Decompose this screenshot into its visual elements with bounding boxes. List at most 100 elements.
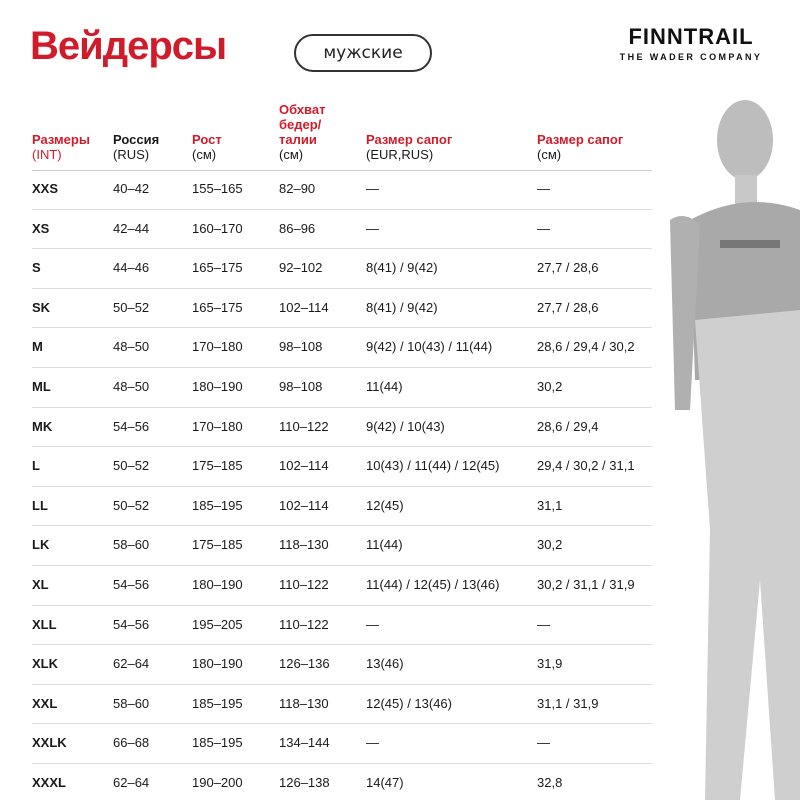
cell-height: 180–190 bbox=[192, 656, 243, 672]
cell-int-size: XS bbox=[32, 220, 50, 236]
cell-hips-waist: 82–90 bbox=[279, 181, 316, 196]
cell-rus-size: 42–44 bbox=[113, 220, 150, 236]
cell-int-size: XLL bbox=[32, 616, 57, 632]
cell-hips-waist: 102–114 bbox=[279, 497, 329, 513]
cell-boot-eur: 8(41) / 9(42) bbox=[366, 260, 438, 276]
cell-rus-size: 54–56 bbox=[113, 576, 150, 592]
cell-boot-eur: 12(45) bbox=[366, 497, 404, 513]
table-row: XXXL 62–64 190–200 126–138 14(47) 32,8 bbox=[32, 764, 652, 803]
cell-rus-size: 44–46 bbox=[113, 260, 150, 276]
table-row: XXLK 66–68 185–195 134–144 — — bbox=[32, 724, 652, 764]
cell-boot-cm: 31,1 / 31,9 bbox=[537, 695, 599, 711]
cell-boot-eur: 14(47) bbox=[366, 774, 404, 790]
cell-hips-waist: 98–108 bbox=[279, 339, 323, 355]
header-rus: Россия (RUS) bbox=[113, 132, 160, 162]
cell-boot-eur: 9(42) / 10(43) / 11(44) bbox=[366, 339, 493, 355]
table-row: XL 54–56 180–190 110–122 11(44) / 12(45) / 1… bbox=[32, 566, 652, 606]
cell-boot-cm: 30,2 / 31,1 / 31,9 bbox=[537, 576, 635, 592]
cell-height: 165–175 bbox=[192, 260, 243, 276]
cell-boot-cm: 31,1 bbox=[537, 497, 563, 513]
cell-height: 190–200 bbox=[192, 774, 243, 790]
cell-rus-size: 62–64 bbox=[113, 656, 150, 672]
cell-int-size: SK bbox=[32, 299, 51, 315]
cell-height: 175–185 bbox=[192, 458, 243, 474]
cell-height: 175–185 bbox=[192, 537, 243, 553]
table-row: M 48–50 170–180 98–108 9(42) / 10(43) / 11(4… bbox=[32, 328, 652, 368]
cell-rus-size: 54–56 bbox=[113, 418, 150, 434]
cell-height: 160–170 bbox=[192, 220, 243, 236]
header-boot-cm: Размер сапог (см) bbox=[537, 132, 624, 162]
cell-boot-eur: — bbox=[366, 220, 379, 236]
logo-brand: FINNTRAIL bbox=[628, 24, 754, 49]
table-row: XLL 54–56 195–205 110–122 — — bbox=[32, 606, 652, 646]
cell-int-size: XXXL bbox=[32, 774, 66, 790]
cell-int-size: M bbox=[32, 339, 43, 355]
cell-boot-cm: 29,4 / 30,2 / 31,1 bbox=[537, 458, 635, 474]
table-row: XXL 58–60 185–195 118–130 12(45) / 13(46) 31,… bbox=[32, 685, 652, 725]
table-row: MK 54–56 170–180 110–122 9(42) / 10(43) 28,6 … bbox=[32, 408, 652, 448]
cell-hips-waist: 92–102 bbox=[279, 260, 323, 276]
cell-boot-eur: 11(44) / 12(45) / 13(46) bbox=[366, 576, 500, 592]
cell-hips-waist: 126–138 bbox=[279, 774, 330, 790]
cell-int-size: MK bbox=[32, 418, 53, 434]
cell-int-size: L bbox=[32, 458, 40, 474]
cell-height: 155–165 bbox=[192, 181, 243, 196]
table-row: LL 50–52 185–195 102–114 12(45) 31,1 bbox=[32, 487, 652, 527]
cell-rus-size: 48–50 bbox=[113, 339, 150, 355]
table-row: XLK 62–64 180–190 126–136 13(46) 31,9 bbox=[32, 645, 652, 685]
cell-boot-cm: 30,2 bbox=[537, 378, 563, 394]
cell-int-size: LL bbox=[32, 497, 48, 513]
cell-rus-size: 50–52 bbox=[113, 497, 150, 513]
cell-height: 165–175 bbox=[192, 299, 243, 315]
cell-boot-cm: 31,9 bbox=[537, 656, 563, 672]
brand-logo: FINNTRAIL THE WADER COMPANY bbox=[608, 24, 774, 62]
logo-tagline: THE WADER COMPANY bbox=[619, 52, 763, 62]
cell-rus-size: 50–52 bbox=[113, 299, 150, 315]
cell-hips-waist: 110–122 bbox=[279, 576, 329, 592]
cell-rus-size: 58–60 bbox=[113, 695, 150, 711]
cell-int-size: XXL bbox=[32, 695, 58, 711]
cell-rus-size: 58–60 bbox=[113, 537, 150, 553]
cell-int-size: XLK bbox=[32, 656, 58, 672]
cell-int-size: ML bbox=[32, 378, 51, 394]
table-row: L 50–52 175–185 102–114 10(43) / 11(44) / 12… bbox=[32, 447, 652, 487]
cell-height: 170–180 bbox=[192, 339, 243, 355]
cell-height: 195–205 bbox=[192, 616, 243, 632]
cell-int-size: S bbox=[32, 260, 41, 276]
cell-hips-waist: 134–144 bbox=[279, 735, 330, 751]
cell-int-size: LK bbox=[32, 537, 50, 553]
cell-boot-eur: — bbox=[366, 735, 379, 751]
cell-hips-waist: 102–114 bbox=[279, 299, 329, 315]
cell-height: 185–195 bbox=[192, 735, 243, 751]
cell-height: 170–180 bbox=[192, 418, 243, 434]
cell-boot-eur: 8(41) / 9(42) bbox=[366, 299, 438, 315]
cell-boot-cm: 27,7 / 28,6 bbox=[537, 260, 599, 276]
cell-boot-cm: 28,6 / 29,4 / 30,2 bbox=[537, 339, 635, 355]
cell-hips-waist: 110–122 bbox=[279, 616, 329, 632]
table-row: SK 50–52 165–175 102–114 8(41) / 9(42) 27,7 /… bbox=[32, 289, 652, 329]
cell-int-size: XXLK bbox=[32, 735, 67, 751]
cell-hips-waist: 126–136 bbox=[279, 656, 330, 672]
cell-boot-cm: 28,6 / 29,4 bbox=[537, 418, 599, 434]
cell-height: 180–190 bbox=[192, 576, 243, 592]
cell-int-size: XXS bbox=[32, 181, 59, 196]
cell-boot-cm: 27,7 / 28,6 bbox=[537, 299, 599, 315]
table-row: S 44–46 165–175 92–102 8(41) / 9(42) 27,7 / 2… bbox=[32, 249, 652, 289]
cell-boot-eur: 9(42) / 10(43) bbox=[366, 418, 445, 434]
cell-rus-size: 54–56 bbox=[113, 616, 150, 632]
cell-boot-eur: 11(44) bbox=[366, 378, 403, 394]
size-table: XXS 40–42 155–165 82–90 — — XS 42–44 160–170 86–9… bbox=[32, 170, 652, 803]
cell-height: 185–195 bbox=[192, 497, 243, 513]
table-row: ML 48–50 180–190 98–108 11(44) 30,2 bbox=[32, 368, 652, 408]
cell-hips-waist: 118–130 bbox=[279, 695, 329, 711]
cell-height: 185–195 bbox=[192, 695, 243, 711]
header-height: Рост (см) bbox=[192, 132, 222, 162]
table-row: XS 42–44 160–170 86–96 — — bbox=[32, 210, 652, 250]
cell-rus-size: 48–50 bbox=[113, 378, 150, 394]
table-row: LK 58–60 175–185 118–130 11(44) 30,2 bbox=[32, 526, 652, 566]
badge-label: мужские bbox=[323, 43, 403, 63]
cell-rus-size: 40–42 bbox=[113, 181, 150, 196]
cell-rus-size: 66–68 bbox=[113, 735, 150, 751]
page-title: Вейдерсы bbox=[30, 24, 227, 68]
table-header: Размеры (INT) Россия (RUS) Рост (см) Обхват… bbox=[32, 100, 652, 171]
